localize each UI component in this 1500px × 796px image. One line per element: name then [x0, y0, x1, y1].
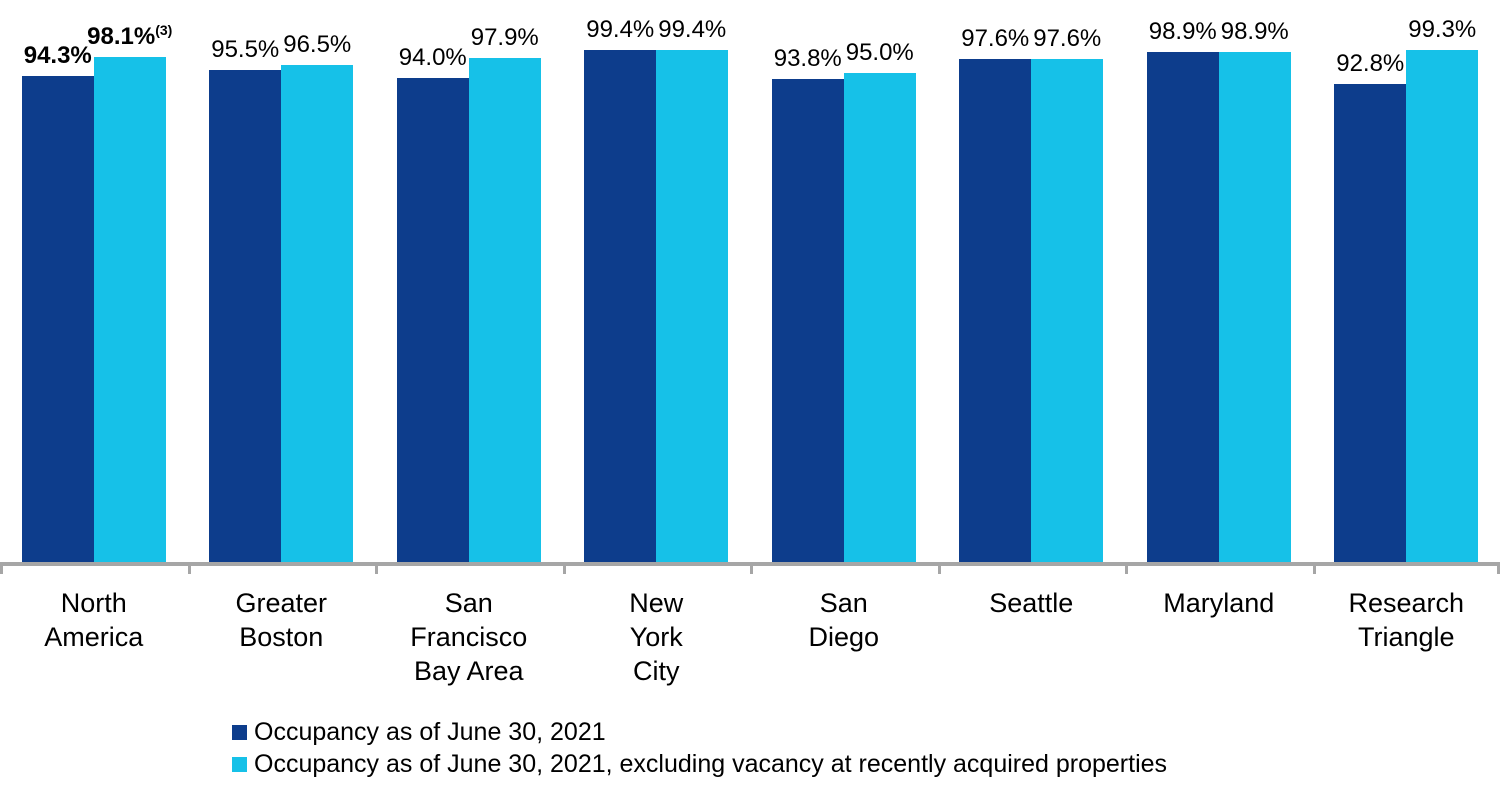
bar-occupancy: [1334, 84, 1407, 565]
axis-tick: [375, 562, 378, 574]
bar-occupancy-excl-vacancy: [281, 65, 354, 565]
bar-value-label: 99.4%: [658, 16, 727, 43]
bar-value-label: 97.6%: [1033, 25, 1102, 52]
legend-label: Occupancy as of June 30, 2021, excluding…: [254, 749, 1168, 778]
bar-group: 98.9% 98.9%: [1125, 0, 1313, 565]
axis-tick: [0, 562, 3, 574]
bar-value-label: 93.8%: [773, 45, 842, 72]
bar-group: 93.8% 95.0%: [750, 0, 938, 565]
legend-swatch-cyan: [232, 756, 247, 772]
bar-value-label: 99.4%: [586, 16, 655, 43]
bar-value-label: 98.1%(3): [87, 22, 173, 50]
bar-group: 94.0% 97.9%: [375, 0, 563, 565]
bar-occupancy: [584, 50, 657, 565]
category-label: Maryland: [1163, 588, 1275, 618]
bar-occupancy: [209, 70, 282, 565]
bar-occupancy: [21, 76, 94, 565]
bar-occupancy: [771, 79, 844, 565]
legend-item: Occupancy as of June 30, 2021: [232, 716, 1167, 748]
bar-group: 99.4% 99.4%: [563, 0, 751, 565]
axis-tick: [1125, 562, 1128, 574]
category-label: North America: [44, 588, 144, 652]
bar-occupancy-excl-vacancy: [468, 58, 541, 565]
bar-occupancy: [959, 59, 1032, 565]
bar-occupancy-excl-vacancy: [656, 50, 729, 565]
bar-value-label: 97.9%: [470, 24, 539, 51]
category-label: San Francisco Bay Area: [410, 588, 528, 686]
bar-value-label: 98.9%: [1148, 18, 1217, 45]
bar-occupancy: [396, 78, 469, 565]
bar-occupancy-excl-vacancy: [1218, 52, 1291, 565]
axis-tick: [1497, 562, 1500, 574]
bar-value-label: 94.3%: [23, 42, 92, 69]
bar-value-label: 94.0%: [398, 44, 467, 71]
category-label: Research Triangle: [1348, 588, 1465, 652]
category-label: Seattle: [989, 588, 1074, 618]
bar-value-label: 92.8%: [1336, 50, 1405, 77]
legend-swatch-dark-blue: [232, 724, 247, 740]
bar-occupancy-excl-vacancy: [93, 57, 166, 565]
category-label: San Diego: [808, 588, 880, 652]
bar-value-label: 95.5%: [211, 36, 280, 63]
bar-occupancy-excl-vacancy: [843, 73, 916, 565]
bar-value-label: 99.3%: [1408, 16, 1477, 43]
bar-value-label: 96.5%: [283, 31, 352, 58]
axis-tick: [1313, 562, 1316, 574]
bar-occupancy: [1146, 52, 1219, 565]
bar-value-label: 97.6%: [961, 25, 1030, 52]
legend: Occupancy as of June 30, 2021 Occupancy …: [232, 716, 1167, 780]
bar-group: 95.5% 96.5%: [188, 0, 376, 565]
bar-group: 97.6% 97.6%: [938, 0, 1126, 565]
bar-occupancy-excl-vacancy: [1406, 50, 1479, 565]
footnote-marker: (3): [155, 22, 173, 38]
category-label: Greater Boston: [235, 588, 328, 652]
bar-value-label: 95.0%: [845, 39, 914, 66]
bar-group: 94.3% 98.1%(3): [0, 0, 188, 565]
axis-tick: [750, 562, 753, 574]
bar-value-label: 98.9%: [1220, 18, 1289, 45]
category-label: New York City: [629, 588, 684, 686]
legend-label: Occupancy as of June 30, 2021: [254, 717, 606, 746]
plot-area: 94.3% 98.1%(3) 95.5% 96.5% 94.0% 97.9% 99.4% 99…: [0, 0, 1500, 565]
axis-tick: [188, 562, 191, 574]
bar-occupancy-excl-vacancy: [1031, 59, 1104, 565]
legend-item: Occupancy as of June 30, 2021, excluding…: [232, 748, 1167, 780]
bar-group: 92.8% 99.3%: [1313, 0, 1500, 565]
axis-tick: [938, 562, 941, 574]
axis-tick: [563, 562, 566, 574]
